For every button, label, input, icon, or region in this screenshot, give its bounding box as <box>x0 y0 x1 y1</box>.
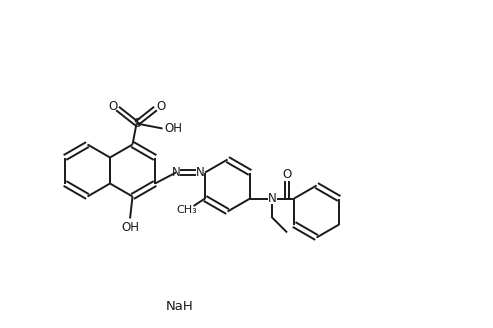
Text: S: S <box>133 117 140 130</box>
Text: O: O <box>108 99 117 113</box>
Text: CH₃: CH₃ <box>176 205 197 215</box>
Text: NaH: NaH <box>166 300 194 314</box>
Text: O: O <box>156 99 165 113</box>
Text: N: N <box>172 166 181 178</box>
Text: OH: OH <box>165 122 182 135</box>
Text: O: O <box>282 168 291 181</box>
Text: N: N <box>196 166 205 179</box>
Text: N: N <box>268 192 277 205</box>
Text: OH: OH <box>121 221 139 234</box>
